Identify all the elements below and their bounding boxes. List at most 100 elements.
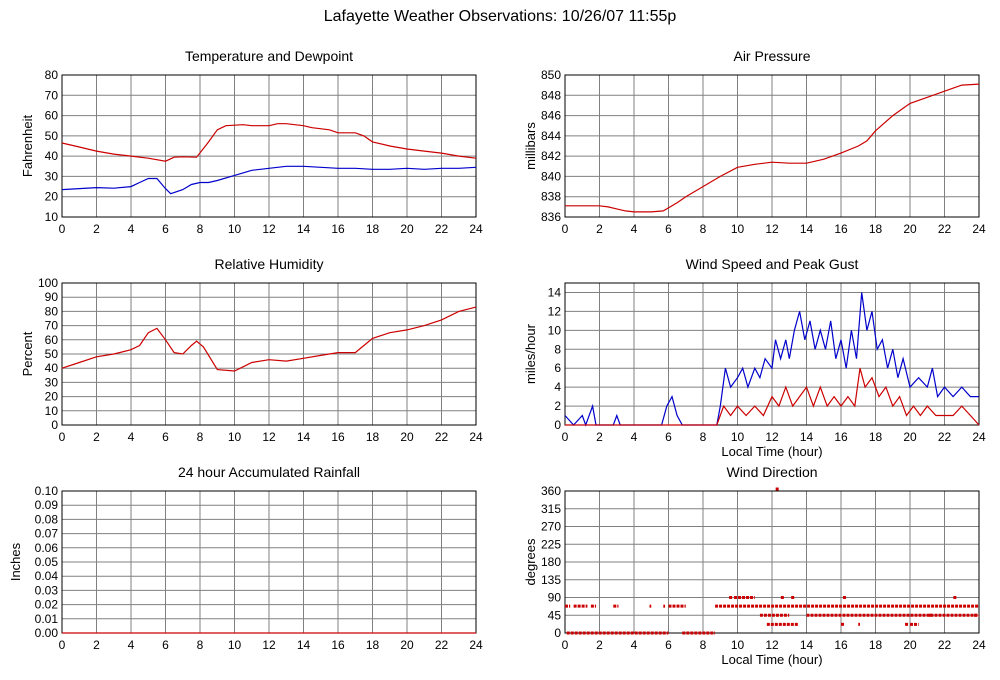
- wind_speed-y-tick-label: 10: [548, 323, 562, 337]
- wind_speed-y-tick-label: 4: [554, 380, 561, 394]
- humidity-x-tick-label: 12: [262, 430, 276, 444]
- wind_direction-x-tick-label: 0: [562, 638, 569, 652]
- pressure-x-tick-label: 0: [562, 222, 569, 236]
- humidity-title: Relative Humidity: [215, 256, 324, 272]
- rainfall-y-tick-label: 0.06: [35, 541, 59, 555]
- pressure-x-tick-label: 22: [938, 222, 952, 236]
- wind_speed-x-tick-label: 10: [731, 430, 745, 444]
- pressure-x-tick-label: 24: [972, 222, 986, 236]
- wind_direction-x-tick-label: 20: [903, 638, 917, 652]
- wind_direction-point: [953, 596, 957, 599]
- humidity-x-tick-label: 0: [59, 430, 66, 444]
- rainfall-y-tick-label: 0.07: [35, 527, 59, 541]
- wind_speed-x-tick-label: 12: [765, 430, 779, 444]
- pressure-y-tick-label: 838: [541, 190, 561, 204]
- wind_direction-point: [842, 596, 846, 599]
- temperature-y-tick-label: 70: [45, 88, 59, 102]
- wind_direction-x-tick-label: 4: [631, 638, 638, 652]
- rainfall-x-tick-label: 4: [128, 638, 135, 652]
- temperature-y-tick-label: 40: [45, 149, 59, 163]
- pressure-x-tick-label: 4: [631, 222, 638, 236]
- wind_speed-title: Wind Speed and Peak Gust: [686, 256, 859, 272]
- humidity-x-tick-label: 14: [297, 430, 311, 444]
- wind_direction-x-tick-label: 2: [596, 638, 603, 652]
- wind_direction-x-tick-label: 14: [800, 638, 814, 652]
- humidity-frame: [61, 282, 477, 426]
- pressure-frame: [564, 74, 980, 218]
- pressure-series-line-0: [565, 83, 980, 213]
- rainfall-x-tick-label: 6: [162, 638, 169, 652]
- humidity-x-tick-label: 20: [400, 430, 414, 444]
- wind_direction-x-tick-label: 24: [972, 638, 986, 652]
- humidity-series-line-0: [61, 306, 477, 372]
- pressure-x-tick-label: 20: [903, 222, 917, 236]
- pressure-title: Air Pressure: [733, 48, 810, 64]
- wind_speed-x-tick-label: 4: [631, 430, 638, 444]
- humidity-y-tick-label: 70: [45, 319, 59, 333]
- wind_speed-y-tick-label: 2: [554, 399, 561, 413]
- temperature-x-tick-label: 24: [469, 222, 483, 236]
- wind_direction-y-tick-label: 90: [548, 591, 562, 605]
- rainfall-x-tick-label: 22: [435, 638, 449, 652]
- temperature-x-tick-label: 22: [435, 222, 449, 236]
- wind_direction-x-tick-label: 18: [869, 638, 883, 652]
- temperature-series-line-1: [61, 165, 477, 195]
- rainfall-y-tick-label: 0.10: [35, 484, 59, 498]
- page-title: Lafayette Weather Observations: 10/26/07…: [323, 8, 677, 25]
- temperature-x-tick-label: 20: [400, 222, 414, 236]
- pressure-y-tick-label: 840: [541, 169, 561, 183]
- temperature-frame: [61, 74, 477, 218]
- wind_direction-y-tick-label: 180: [541, 555, 561, 569]
- wind_direction-x-tick-label: 10: [731, 638, 745, 652]
- wind_speed-x-tick-label: 2: [596, 430, 603, 444]
- temperature-y-tick-label: 10: [45, 210, 59, 224]
- pressure-x-tick-label: 2: [596, 222, 603, 236]
- humidity-y-tick-label: 90: [45, 290, 59, 304]
- temperature-title: Temperature and Dewpoint: [185, 48, 353, 64]
- pressure-y-tick-label: 836: [541, 210, 561, 224]
- wind_speed-x-tick-label: 24: [972, 430, 986, 444]
- pressure-y-tick-label: 848: [541, 88, 561, 102]
- rainfall-y-tick-label: 0.04: [35, 569, 59, 583]
- rainfall-x-tick-label: 0: [59, 638, 66, 652]
- wind_direction-y-axis-label: degrees: [523, 538, 538, 585]
- temperature-x-tick-label: 8: [197, 222, 204, 236]
- wind_direction-x-tick-label: 12: [765, 638, 779, 652]
- temperature-x-tick-label: 0: [59, 222, 66, 236]
- wind_direction-x-tick-label: 6: [665, 638, 672, 652]
- temperature-x-tick-label: 14: [297, 222, 311, 236]
- humidity-x-tick-label: 10: [228, 430, 242, 444]
- humidity-x-tick-label: 24: [469, 430, 483, 444]
- wind_direction-title: Wind Direction: [726, 464, 817, 480]
- rainfall-x-tick-label: 10: [228, 638, 242, 652]
- temperature-x-tick-label: 2: [93, 222, 100, 236]
- pressure-x-tick-label: 18: [869, 222, 883, 236]
- wind_speed-y-tick-label: 6: [554, 361, 561, 375]
- wind_speed-series-line-1: [565, 368, 980, 426]
- rainfall-x-tick-label: 8: [197, 638, 204, 652]
- temperature-x-tick-label: 12: [262, 222, 276, 236]
- temperature-x-tick-label: 6: [162, 222, 169, 236]
- humidity-y-tick-label: 50: [45, 347, 59, 361]
- humidity-x-tick-label: 16: [331, 430, 345, 444]
- wind_speed-x-tick-label: 14: [800, 430, 814, 444]
- wind_direction-y-tick-label: 315: [541, 502, 561, 516]
- temperature-x-tick-label: 10: [228, 222, 242, 236]
- pressure-y-axis-label: millibars: [523, 122, 538, 170]
- humidity-y-tick-label: 60: [45, 333, 59, 347]
- wind_direction-y-tick-label: 360: [541, 484, 561, 498]
- temperature-x-tick-label: 4: [128, 222, 135, 236]
- wind_direction-y-tick-label: 45: [548, 608, 562, 622]
- wind_direction-point: [791, 596, 795, 599]
- pressure-x-tick-label: 14: [800, 222, 814, 236]
- wind_speed-y-tick-label: 12: [548, 304, 562, 318]
- rainfall-x-tick-label: 14: [297, 638, 311, 652]
- wind_speed-x-tick-label: 0: [562, 430, 569, 444]
- rainfall-x-tick-label: 16: [331, 638, 345, 652]
